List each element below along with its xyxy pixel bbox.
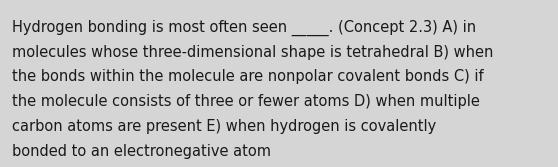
Text: carbon atoms are present E) when hydrogen is covalently: carbon atoms are present E) when hydroge… xyxy=(12,119,436,134)
Text: molecules whose three-dimensional shape is tetrahedral B) when: molecules whose three-dimensional shape … xyxy=(12,45,494,60)
Text: bonded to an electronegative atom: bonded to an electronegative atom xyxy=(12,144,271,159)
Text: Hydrogen bonding is most often seen _____. (Concept 2.3) A) in: Hydrogen bonding is most often seen ____… xyxy=(12,20,477,36)
Text: the bonds within the molecule are nonpolar covalent bonds C) if: the bonds within the molecule are nonpol… xyxy=(12,69,484,85)
Text: the molecule consists of three or fewer atoms D) when multiple: the molecule consists of three or fewer … xyxy=(12,94,480,109)
